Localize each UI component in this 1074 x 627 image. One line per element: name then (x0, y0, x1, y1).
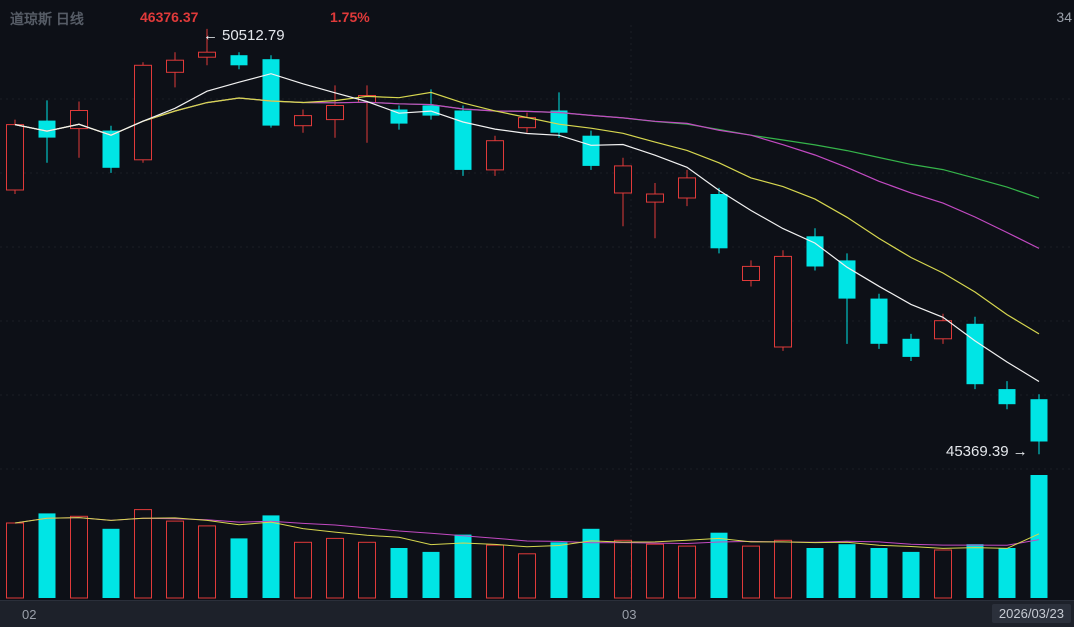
symbol-title: 道琼斯 日线 (10, 11, 84, 27)
x-axis-label-feb: 02 (22, 607, 37, 622)
low-annotation-label: 45369.39 (946, 443, 1009, 460)
chart-header: 道琼斯 日线 46376.37 1.75% 34 (0, 0, 1074, 28)
arrow-right-icon: → (1012, 443, 1028, 460)
x-axis-label-mar: 03 (622, 607, 637, 622)
low-annotation: 45369.39 → (946, 443, 1028, 460)
arrow-left-icon: ← (203, 27, 218, 44)
change-percent: 1.75% (330, 9, 370, 25)
current-date-label: 2026/03/23 (991, 604, 1071, 623)
high-annotation: ← 50512.79 (203, 27, 285, 44)
high-annotation-label: 50512.79 (222, 27, 285, 44)
scale-label: 34 (1056, 9, 1072, 25)
x-axis-bar: 02 03 2026/03/23 (0, 600, 1074, 627)
last-price: 46376.37 (140, 9, 199, 25)
